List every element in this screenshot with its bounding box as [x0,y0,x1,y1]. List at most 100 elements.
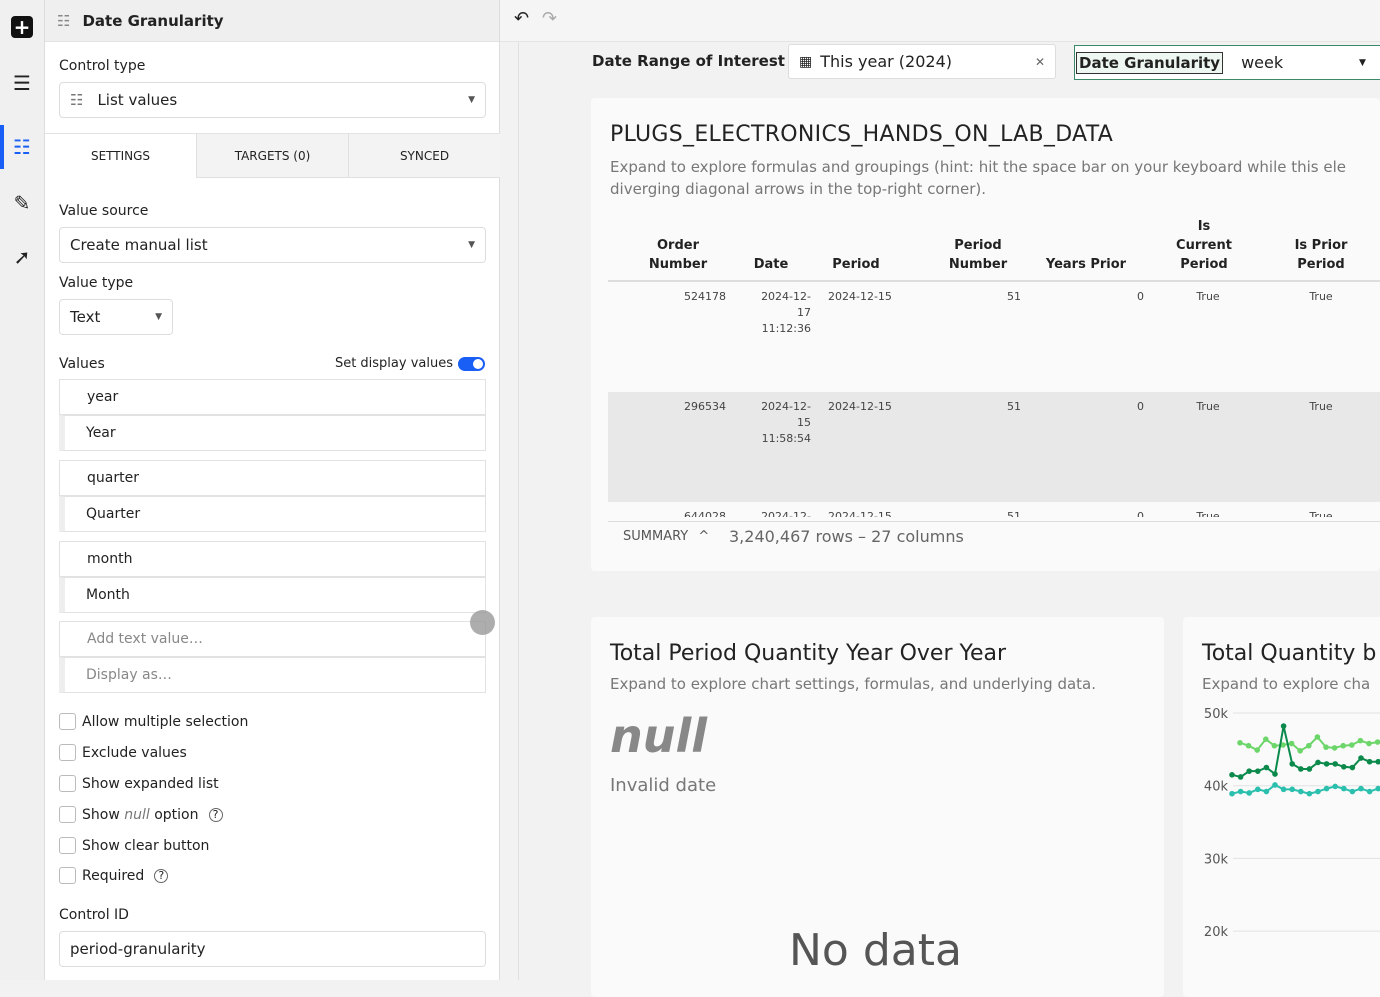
add-display-input[interactable]: Display as… [59,657,486,693]
data-point [1306,766,1313,772]
data-point [1280,723,1287,729]
granularity-control[interactable]: Date Granularity week ▼ [1074,45,1380,80]
line-chart: 50k 40k 30k 20k [1204,707,1380,940]
kpi-card[interactable]: Total Period Quantity Year Over Year Exp… [591,617,1164,997]
column-header[interactable]: Years Prior [1045,257,1127,272]
date-range-input[interactable]: ▦ This year (2024) ✕ [788,44,1056,79]
data-point [1245,742,1252,749]
column-header[interactable]: Period Number [948,238,1008,272]
data-point [1332,761,1338,767]
granularity-label: Date Granularity [1076,51,1224,74]
drag-handle[interactable] [470,610,495,635]
display-input[interactable]: Year [59,415,486,451]
data-point [1229,771,1235,778]
series-line [1231,725,1379,779]
data-point [1237,740,1243,746]
data-point [1315,788,1321,795]
table-cell: 0 [1137,510,1144,517]
tab-settings[interactable]: SETTINGS [45,134,196,178]
column-header[interactable]: Order Number [648,238,708,272]
cursor-icon[interactable]: ➚ [13,245,31,269]
calendar-icon: ▦ [799,53,813,70]
show-expanded-checkbox[interactable]: Show expanded list [59,775,219,792]
display-input[interactable]: Quarter [59,496,486,532]
allow-multiple-checkbox[interactable]: Allow multiple selection [59,713,248,730]
data-point [1366,740,1372,747]
show-null-checkbox[interactable]: Show null option? [59,806,223,823]
table-cell: True [1196,400,1220,413]
help-icon[interactable]: ? [154,868,169,883]
value-source-select[interactable]: Create manual list ▼ [59,227,486,263]
brush-icon[interactable]: ✎ [13,191,31,215]
chevron-up-icon: ^ [698,529,710,544]
data-point [1306,790,1313,797]
value-type-select[interactable]: Text ▼ [59,299,173,335]
table-cell: 644028 [684,510,726,517]
table-row[interactable]: 296534 2024-12-15 11:58:54 2024-12-15 51 0 Tr… [608,392,1380,502]
data-point [1332,783,1338,790]
data-point [1314,734,1321,740]
toolbar: ↶ ↷ [500,0,1380,42]
outline-icon[interactable]: ☰ [13,71,31,95]
set-display-toggle[interactable]: Set display values [335,356,485,371]
undo-icon[interactable]: ↶ [514,8,530,29]
data-point [1263,788,1270,795]
data-point [1340,742,1346,749]
table-cell: 0 [1137,290,1144,303]
series-line [1231,783,1379,795]
chart-desc: Expand to explore cha [1202,675,1371,693]
control-settings-panel: ☷ Date Granularity Control type ☷ List val… [45,0,500,980]
toggle-label: Set display values [334,356,453,371]
data-point [1288,740,1295,747]
data-point [1289,761,1295,767]
data-point [1358,785,1364,792]
panel-title: Date Granularity [82,11,224,30]
table-cell: 51 [1007,400,1021,413]
redo-icon[interactable]: ↷ [542,8,558,29]
control-type-select[interactable]: ☷ List values ▼ [59,82,486,118]
column-header[interactable]: Is Current Period [1176,219,1232,272]
select-value: List values [97,91,178,109]
data-point [1366,758,1373,765]
chart-card[interactable]: Total Quantity b Expand to explore cha 5… [1183,617,1380,997]
display-input[interactable]: Month [59,577,486,613]
table-row[interactable]: 644028 2024-12-18 2024-12-15 51 0 True True [608,502,1380,517]
list-control-icon[interactable]: ☷ [13,135,31,159]
data-point [1280,742,1286,748]
summary-toggle[interactable]: SUMMARY ^ [623,529,710,544]
tab-synced[interactable]: SYNCED [348,134,500,178]
data-point [1297,748,1303,754]
data-point [1263,764,1270,771]
summary-text: 3,240,467 rows – 27 columns [729,527,964,546]
required-checkbox[interactable]: Required? [59,867,169,884]
control-id-input[interactable]: period-granularity [59,931,486,967]
data-point [1349,764,1356,771]
kpi-title: Total Period Quantity Year Over Year [610,641,1007,666]
toggle-switch[interactable] [458,356,485,371]
column-header[interactable]: Date [753,257,789,272]
value-input[interactable]: quarter [59,460,486,496]
value-input[interactable]: year [59,379,486,415]
tab-targets[interactable]: TARGETS (0) [196,134,348,178]
kpi-sub: Invalid date [610,775,717,796]
value-input[interactable]: month [59,541,486,577]
table-cell: 2024-12-15 [828,400,892,413]
column-header[interactable]: Is Prior Period [1294,238,1348,272]
left-rail: + ☰ ☷ ✎ ➚ [0,0,45,980]
chart-title: Total Quantity b [1202,641,1377,666]
data-point [1349,788,1356,795]
add-value-input[interactable]: Add text value… [59,621,486,657]
table-row[interactable]: 524178 2024-12-17 11:12:36 2024-12-15 51 0 Tr… [608,282,1380,392]
table-title: PLUGS_ELECTRONICS_HANDS_ON_LAB_DATA [610,122,1114,147]
list-icon: ☷ [57,11,71,30]
column-header[interactable]: Period [832,257,880,272]
help-icon[interactable]: ? [208,807,223,822]
add-icon[interactable]: + [11,15,33,39]
data-point [1255,786,1261,793]
clear-icon[interactable]: ✕ [1034,54,1045,69]
table-card[interactable]: PLUGS_ELECTRONICS_HANDS_ON_LAB_DATA Expa… [591,98,1380,571]
show-clear-checkbox[interactable]: Show clear button [59,837,209,854]
data-point [1298,788,1304,795]
exclude-values-checkbox[interactable]: Exclude values [59,744,187,761]
data-point [1323,744,1329,750]
